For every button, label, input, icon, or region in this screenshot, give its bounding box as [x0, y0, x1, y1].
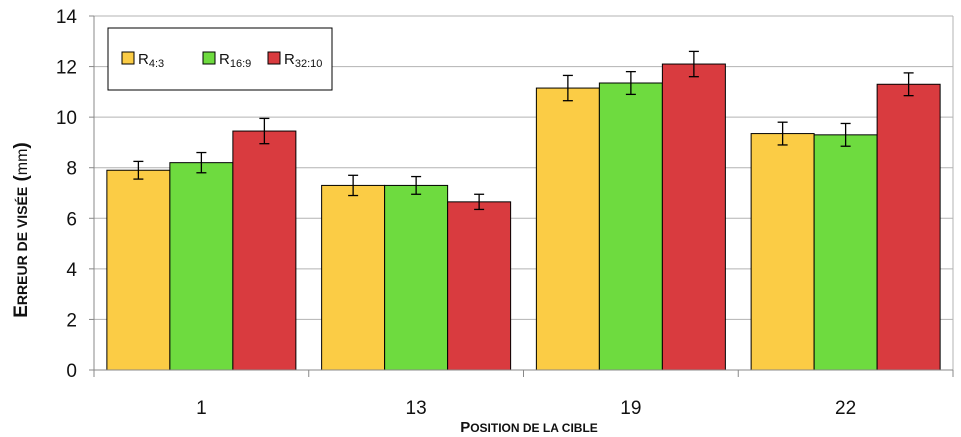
- bar: [813, 134, 878, 371]
- x-tick-label: 13: [406, 398, 427, 419]
- axes: [89, 15, 954, 377]
- bar: [447, 201, 512, 371]
- y-axis-title: ERREUR DE VISÉE (mm): [11, 142, 32, 318]
- y-tick-label: 6: [66, 209, 77, 230]
- bar: [598, 82, 663, 371]
- y-tick-label: 2: [66, 310, 77, 331]
- bar: [661, 63, 726, 371]
- y-tick-label: 10: [56, 108, 77, 129]
- y-tick-label: 0: [66, 361, 77, 382]
- bar: [750, 133, 815, 371]
- bar: [321, 184, 386, 371]
- legend-swatch: [202, 51, 216, 65]
- x-tick-labels: 1 13 19 22: [196, 398, 856, 419]
- legend: R4:3 R16:9 R32:10: [107, 27, 333, 91]
- legend-label: R32:10: [284, 51, 322, 70]
- y-tick-label: 12: [56, 58, 77, 79]
- y-tick-label: 8: [66, 159, 77, 180]
- x-tick-label: 1: [196, 398, 207, 419]
- x-tick-label: 22: [835, 398, 856, 419]
- x-axis-title: POSITION DE LA CIBLE: [460, 419, 598, 436]
- y-tick-labels: 0 2 4 6 8 10 12 14: [56, 7, 78, 382]
- error-bars: [133, 50, 914, 211]
- bar: [535, 87, 600, 371]
- y-tick-label: 4: [66, 260, 77, 281]
- legend-label: R16:9: [219, 51, 251, 70]
- bar: [876, 83, 941, 371]
- bars: [106, 63, 941, 371]
- legend-label: R4:3: [138, 51, 164, 70]
- legend-swatch: [267, 51, 281, 65]
- bar: [384, 184, 449, 371]
- y-tick-label: 14: [56, 7, 78, 28]
- bar: [106, 169, 171, 371]
- legend-box: [107, 27, 333, 91]
- bar: [232, 130, 297, 371]
- legend-swatch: [121, 51, 135, 65]
- x-tick-label: 19: [620, 398, 641, 419]
- bar: [169, 162, 234, 371]
